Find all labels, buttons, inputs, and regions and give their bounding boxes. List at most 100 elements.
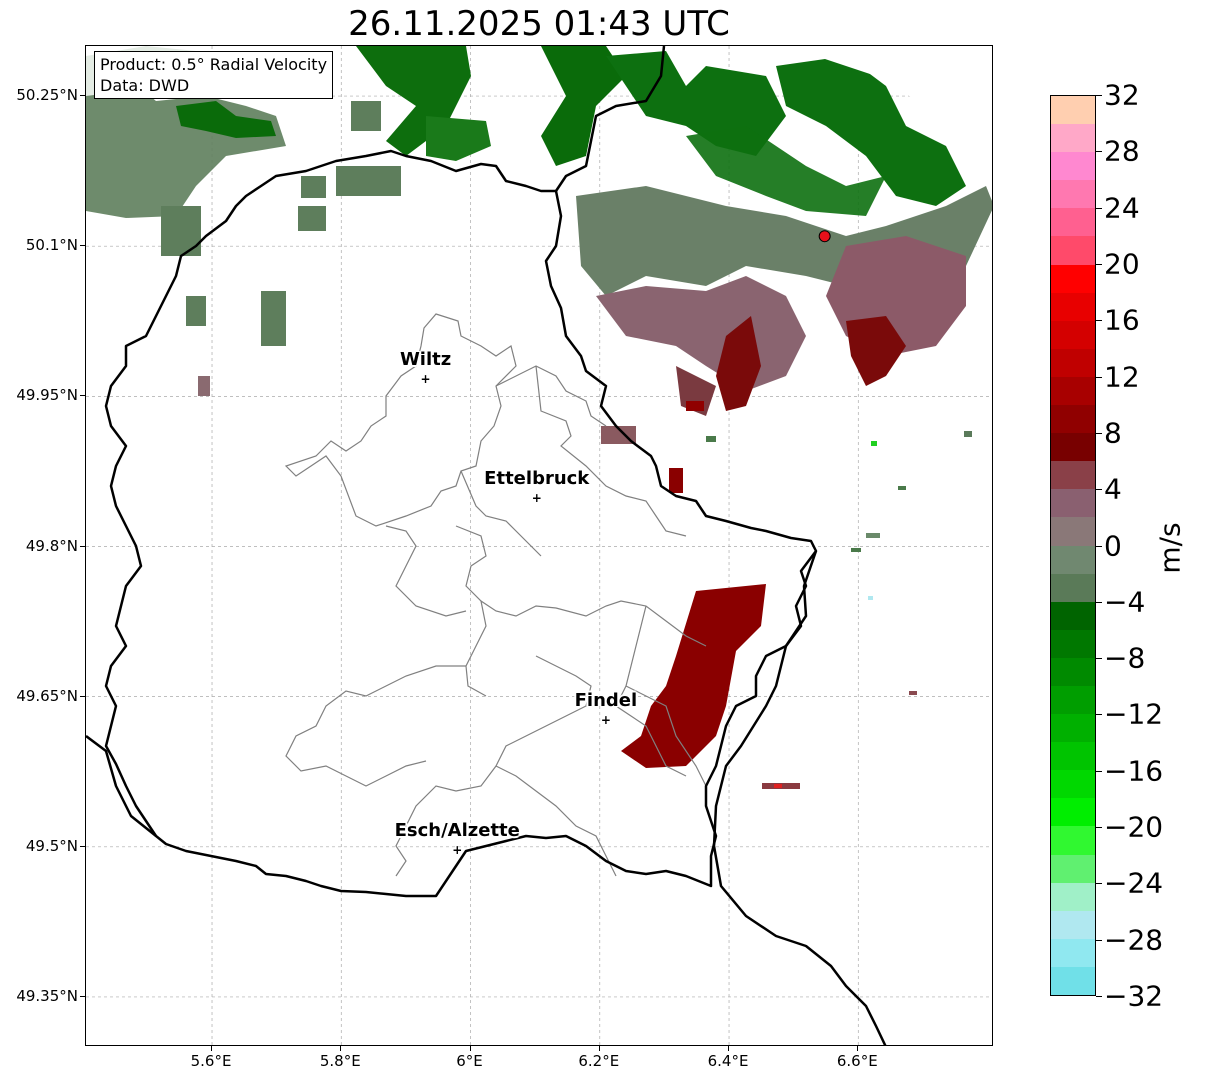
colorbar-cell — [1051, 405, 1095, 434]
echo-n-green2 — [426, 116, 491, 161]
echo-speck — [706, 436, 716, 442]
radar-site-marker — [818, 230, 831, 243]
colorbar-tick-mark — [1096, 770, 1102, 772]
colorbar-tick-mark — [1096, 658, 1102, 660]
city-label: Ettelbruck — [484, 468, 590, 490]
echo-se-red — [621, 584, 766, 768]
colorbar-cell — [1051, 320, 1095, 350]
colorbar-unit-label: m/s — [1153, 522, 1187, 574]
info-box: Product: 0.5° Radial Velocity Data: DWD — [94, 51, 334, 99]
german-border-east — [712, 550, 887, 1045]
colorbar-cell — [1051, 629, 1095, 659]
echo-patch — [601, 426, 636, 444]
colorbar-cell — [1051, 264, 1095, 294]
colorbar-cell — [1051, 208, 1095, 238]
echo-ne-green5 — [786, 46, 992, 146]
map-canvas[interactable] — [86, 46, 993, 1046]
colorbar-tick-label: 12 — [1104, 360, 1140, 394]
colorbar-tick-label: 16 — [1104, 303, 1140, 337]
echo-ne-green3 — [776, 56, 966, 206]
colorbar-tick-label: −24 — [1104, 866, 1164, 900]
colorbar-cell — [1051, 882, 1095, 912]
echo-patch — [336, 166, 401, 196]
colorbar-cell — [1051, 348, 1095, 378]
x-tick-label: 6.6°E — [836, 1052, 878, 1070]
map-frame[interactable] — [85, 45, 993, 1046]
x-tick-label: 6°E — [456, 1052, 483, 1070]
x-tick-mark — [469, 1046, 471, 1051]
colorbar-cell — [1051, 489, 1095, 518]
colorbar — [1050, 95, 1096, 996]
info-product: Product: 0.5° Radial Velocity — [100, 55, 328, 74]
y-tick-mark — [80, 995, 85, 997]
colorbar-tick-mark — [1096, 939, 1102, 941]
colorbar-tick-mark — [1096, 207, 1102, 209]
y-tick-mark — [80, 245, 85, 247]
colorbar-cell — [1051, 545, 1095, 575]
city-label: Esch/Alzette — [394, 819, 520, 841]
city-label: Wiltz — [399, 349, 452, 371]
echo-ne-green — [541, 46, 626, 166]
echo-e-dark2 — [846, 316, 906, 386]
y-tick-mark — [80, 395, 85, 397]
echo-patch — [186, 296, 206, 326]
y-tick-mark — [80, 95, 85, 97]
echo-patch — [261, 291, 286, 346]
echo-speck — [851, 548, 861, 552]
radar-echoes — [86, 46, 992, 789]
y-tick-label: 49.5°N — [25, 836, 78, 855]
colorbar-cell — [1051, 461, 1095, 490]
x-tick-mark — [857, 1046, 859, 1051]
colorbar-cell — [1051, 236, 1095, 266]
colorbar-cell — [1051, 742, 1095, 771]
colorbar-tick-label: 0 — [1104, 529, 1122, 562]
colorbar-cell — [1051, 854, 1095, 884]
city-marker-icon: + — [452, 842, 463, 857]
echo-speck — [868, 596, 873, 600]
city-marker-icon: + — [600, 712, 611, 727]
colorbar-tick-mark — [1096, 827, 1102, 829]
colorbar-tick-mark — [1096, 996, 1102, 997]
echo-patch — [298, 206, 326, 231]
colorbar-cell — [1051, 714, 1095, 743]
x-tick-label: 5.6°E — [190, 1052, 232, 1070]
colorbar-tick-label: −32 — [1104, 979, 1164, 1013]
colorbar-tick-label: −28 — [1104, 923, 1164, 957]
colorbar-tick-label: 8 — [1104, 416, 1122, 450]
colorbar-cell — [1051, 96, 1095, 125]
colorbar-tick-label: 24 — [1104, 191, 1140, 225]
colorbar-tick-label: 4 — [1104, 472, 1122, 506]
echo-patch — [161, 206, 201, 256]
colorbar-cell — [1051, 601, 1095, 631]
echo-speck — [866, 533, 880, 538]
colorbar-cell — [1051, 517, 1095, 547]
x-tick-label: 5.8°E — [319, 1052, 361, 1070]
y-tick-label: 49.95°N — [16, 386, 78, 405]
colorbar-cell — [1051, 376, 1095, 406]
colorbar-cell — [1051, 433, 1095, 462]
echo-patch — [686, 401, 704, 411]
echo-patch — [669, 468, 683, 493]
colorbar-cell — [1051, 573, 1095, 603]
echo-speck — [774, 784, 782, 788]
colorbar-cell — [1051, 292, 1095, 322]
colorbar-tick-label: −12 — [1104, 697, 1164, 731]
echo-speck — [964, 431, 972, 437]
country-borders — [86, 46, 887, 1045]
colorbar-tick-label: −20 — [1104, 810, 1164, 844]
colorbar-tick-label: −4 — [1104, 585, 1146, 619]
colorbar-tick-mark — [1096, 320, 1102, 322]
x-tick-mark — [340, 1046, 342, 1051]
colorbar-tick-label: 20 — [1104, 247, 1140, 281]
colorbar-tick-label: −8 — [1104, 641, 1146, 675]
echo-ne-green4 — [686, 126, 886, 216]
x-tick-label: 6.2°E — [578, 1052, 620, 1070]
colorbar-tick-mark — [1096, 432, 1102, 434]
x-tick-mark — [211, 1046, 213, 1051]
canton-borders — [284, 313, 707, 877]
echo-nw-grey — [86, 76, 286, 218]
city-marker-icon: + — [420, 372, 431, 387]
colorbar-cell — [1051, 180, 1095, 209]
colorbar-cell — [1051, 657, 1095, 687]
y-tick-label: 50.1°N — [25, 236, 78, 255]
